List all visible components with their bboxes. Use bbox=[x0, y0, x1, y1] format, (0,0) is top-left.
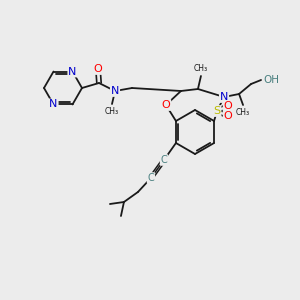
Text: H: H bbox=[0, 299, 1, 300]
Text: N: N bbox=[68, 67, 77, 76]
Text: O: O bbox=[94, 64, 102, 74]
Text: C: C bbox=[148, 173, 154, 183]
Text: S: S bbox=[214, 106, 220, 116]
Text: O: O bbox=[162, 100, 170, 110]
Text: O: O bbox=[224, 101, 233, 111]
Text: N: N bbox=[111, 86, 119, 96]
Text: CH₃: CH₃ bbox=[105, 107, 119, 116]
Text: O: O bbox=[224, 111, 233, 121]
Text: O: O bbox=[0, 299, 1, 300]
Text: OH: OH bbox=[263, 75, 279, 85]
Text: N: N bbox=[220, 92, 228, 102]
Text: N: N bbox=[49, 100, 58, 110]
Text: CH₃: CH₃ bbox=[194, 64, 208, 73]
Text: CH₃: CH₃ bbox=[236, 108, 250, 117]
Text: C: C bbox=[160, 155, 167, 165]
